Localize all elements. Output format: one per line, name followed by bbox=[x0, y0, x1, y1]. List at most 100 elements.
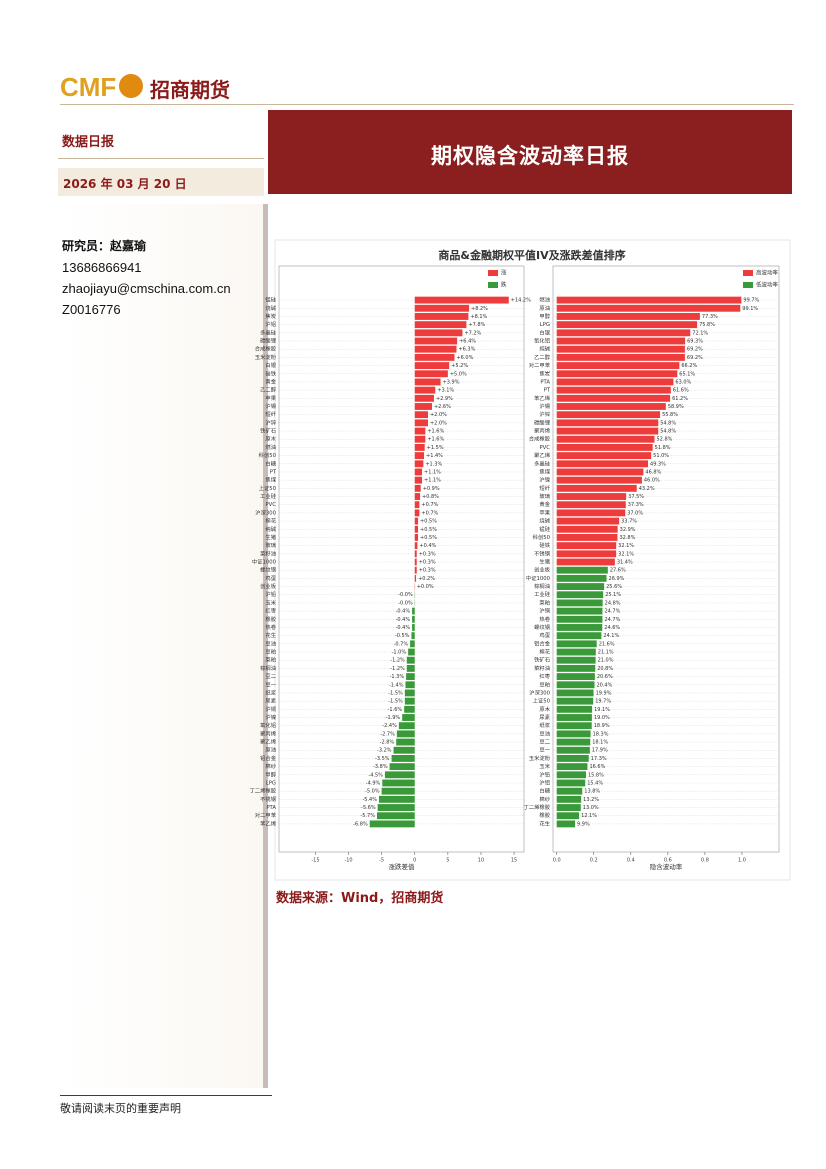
logo-icon bbox=[119, 74, 143, 98]
y-tick-label: 丁二烯橡胶 bbox=[250, 787, 277, 795]
y-tick-label: 铝合金 bbox=[534, 639, 551, 647]
bar bbox=[556, 615, 603, 623]
bar bbox=[556, 452, 652, 460]
bar bbox=[556, 656, 596, 664]
y-tick-label: PT bbox=[270, 469, 277, 475]
bar bbox=[556, 313, 700, 320]
y-tick-label: 菜籽油 bbox=[260, 549, 276, 557]
bar bbox=[556, 632, 602, 640]
value-label: 32.1% bbox=[618, 551, 634, 557]
bar bbox=[377, 812, 415, 820]
bar bbox=[556, 460, 649, 468]
bar bbox=[556, 345, 685, 353]
bar bbox=[556, 705, 593, 713]
bar bbox=[414, 476, 423, 484]
y-tick-label: 沪铅 bbox=[539, 770, 550, 778]
y-tick-label: 沪镍 bbox=[539, 476, 550, 484]
bar bbox=[402, 714, 415, 721]
brand-en: CMF bbox=[60, 72, 117, 102]
y-tick-label: 棕榈油 bbox=[534, 582, 550, 590]
bar bbox=[410, 640, 415, 648]
y-tick-label: 苹果 bbox=[265, 394, 276, 402]
bar bbox=[414, 452, 425, 460]
x-tick-label: 0.8 bbox=[701, 858, 709, 864]
bar bbox=[556, 419, 659, 427]
license: Z0016776 bbox=[62, 302, 121, 317]
report-type: 数据日报 bbox=[62, 135, 115, 150]
title-box bbox=[268, 110, 792, 194]
y-tick-label: 氧化铝 bbox=[534, 337, 550, 345]
divider bbox=[263, 204, 268, 1088]
bar bbox=[382, 779, 415, 787]
figure-title: 商品&金融期权平值IV及涨跌差值排序 bbox=[438, 248, 625, 262]
bar bbox=[414, 296, 509, 304]
y-tick-label: 聚丙烯 bbox=[260, 729, 277, 737]
bar bbox=[556, 689, 594, 697]
y-tick-label: 焦煤 bbox=[539, 467, 550, 475]
bar bbox=[556, 534, 618, 541]
value-label: 99.1% bbox=[742, 306, 758, 312]
bar bbox=[412, 607, 415, 615]
value-label: -4.5% bbox=[368, 772, 383, 778]
x-axis-label: 涨跌差值 bbox=[389, 862, 416, 871]
bar bbox=[556, 337, 686, 345]
bar bbox=[556, 353, 685, 361]
bar bbox=[556, 558, 615, 566]
bar bbox=[556, 362, 680, 370]
bar bbox=[381, 787, 415, 795]
y-tick-label: 聚乙烯 bbox=[534, 451, 551, 459]
value-label: +6.0% bbox=[456, 355, 473, 361]
y-tick-label: 棉花 bbox=[265, 517, 276, 525]
y-tick-label: 上证50 bbox=[259, 484, 277, 492]
y-tick-label: 纯碱 bbox=[265, 525, 276, 533]
y-tick-label: 螺纹钢 bbox=[260, 566, 276, 574]
value-label: -2.8% bbox=[380, 740, 395, 746]
bar bbox=[414, 517, 419, 525]
bar bbox=[556, 411, 661, 419]
value-label: 13.8% bbox=[584, 789, 600, 795]
bar bbox=[556, 501, 626, 509]
value-label: +0.5% bbox=[420, 527, 437, 533]
y-tick-label: 多晶硅 bbox=[534, 459, 551, 467]
bar bbox=[556, 714, 592, 721]
y-tick-label: 短纤 bbox=[265, 410, 276, 418]
x-tick-label: 0.4 bbox=[627, 858, 635, 864]
value-label: +7.8% bbox=[468, 322, 485, 328]
y-tick-label: 焦炭 bbox=[539, 369, 550, 377]
y-tick-label: LPG bbox=[540, 322, 550, 328]
bar bbox=[556, 443, 653, 451]
bar bbox=[406, 673, 415, 681]
y-tick-label: 原木 bbox=[539, 705, 550, 713]
bar bbox=[391, 754, 415, 762]
value-label: 21.6% bbox=[599, 641, 615, 647]
bar bbox=[556, 812, 580, 820]
value-label: +0.5% bbox=[420, 535, 437, 541]
bar bbox=[412, 615, 415, 623]
y-tick-label: 白糖 bbox=[265, 459, 276, 467]
y-tick-label: 短纤 bbox=[539, 484, 550, 492]
y-tick-label: 丁二烯橡胶 bbox=[524, 803, 551, 811]
value-label: 69.3% bbox=[687, 339, 703, 345]
y-tick-label: 中证1000 bbox=[526, 574, 551, 582]
value-label: -5.6% bbox=[361, 805, 376, 811]
y-tick-label: 豆油 bbox=[265, 639, 276, 647]
bar bbox=[556, 624, 603, 631]
source: 数据来源：Wind，招商期货 bbox=[276, 891, 444, 906]
bar bbox=[556, 435, 655, 443]
bar bbox=[414, 484, 421, 492]
bar bbox=[556, 574, 607, 582]
y-tick-label: 菜粕 bbox=[539, 598, 550, 606]
value-label: 61.2% bbox=[672, 396, 688, 402]
bar bbox=[414, 370, 448, 378]
value-label: 32.8% bbox=[619, 535, 635, 541]
x-tick-label: -15 bbox=[311, 858, 319, 864]
y-tick-label: 橡胶 bbox=[265, 615, 276, 623]
y-tick-label: 硅铁 bbox=[539, 541, 550, 549]
bar bbox=[556, 804, 581, 811]
y-tick-label: 生猪 bbox=[539, 558, 550, 566]
y-tick-label: 尿素 bbox=[539, 713, 550, 721]
value-label: +2.0% bbox=[430, 412, 447, 418]
value-label: 75.8% bbox=[699, 322, 715, 328]
